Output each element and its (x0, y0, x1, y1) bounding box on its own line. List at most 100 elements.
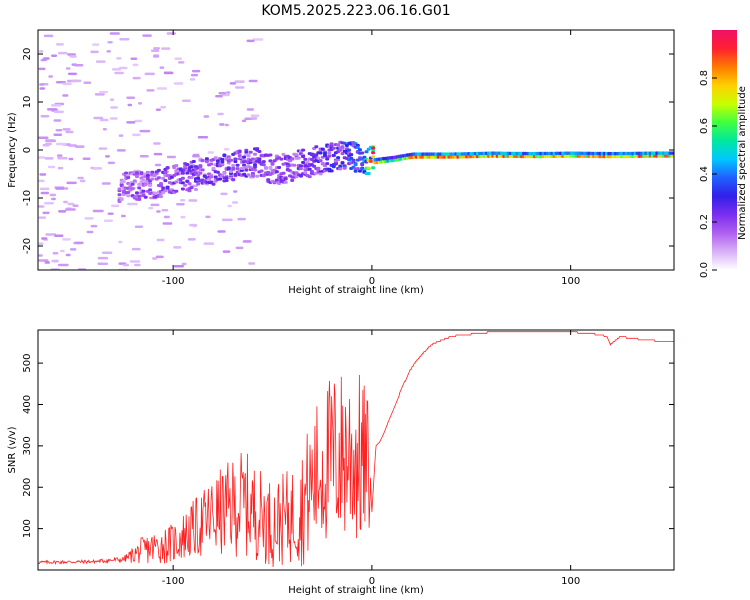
spectrogram-noise-cell (109, 32, 120, 35)
spectrogram-noise-cell (131, 247, 141, 251)
spectrogram-y-tick-label: -20 (22, 238, 33, 254)
spectrogram-ridge-cell (143, 183, 148, 187)
spectrogram-noise-cell (92, 43, 100, 46)
spectrogram-ridge-cell (253, 152, 257, 156)
spectrogram-noise-cell (51, 54, 58, 57)
spectrogram-noise-cell (51, 197, 56, 201)
snr-series-line (38, 331, 674, 568)
spectrogram-ridge-cell (257, 160, 262, 163)
spectrogram-noise-cell (101, 182, 111, 185)
spectrogram-noise-cell (93, 167, 98, 170)
spectrogram-ridge-cell (165, 185, 170, 189)
spectrogram-ridge-cell (279, 157, 284, 161)
spectrogram-noise-cell (219, 123, 225, 126)
spectrogram-noise-cell (192, 224, 197, 228)
spectrogram-ridge-cell (174, 189, 179, 193)
spectrogram-ridge-cell (139, 171, 144, 175)
spectrogram-ridge-cell (329, 169, 334, 173)
spectrogram-noise-cell (242, 240, 252, 243)
spectrogram-ridge-cell (301, 155, 306, 159)
spectrogram-ridge-cell (318, 172, 323, 176)
spectrogram-noise-cell (92, 209, 104, 213)
spectrogram-noise-cell (40, 115, 50, 118)
spectrogram-ridge-cell (301, 161, 306, 164)
spectrogram-noise-cell (56, 142, 67, 146)
spectrogram-ridge-cell (213, 175, 218, 179)
spectrogram-noise-cell (142, 34, 152, 37)
spectrogram-noise-cell (105, 155, 110, 158)
spectrogram-ridge-cell (229, 158, 233, 162)
spectrogram-ridge-cell (371, 155, 376, 159)
spectrogram-noise-cell (139, 129, 151, 133)
spectrogram-noise-cell (63, 200, 68, 204)
spectrogram-noise-cell (215, 95, 223, 98)
spectrogram-noise-cell (122, 263, 129, 267)
spectrogram-noise-cell (217, 230, 226, 233)
spectrogram-ridge-cell (220, 158, 225, 161)
spectrogram-noise-cell (45, 142, 52, 146)
spectrogram-noise-cell (173, 246, 182, 249)
spectrogram-ridge-cell (204, 157, 209, 161)
spectrogram-ridge-cell (320, 161, 325, 165)
spectrogram-ridge-cell (163, 179, 168, 183)
spectrogram-noise-cell (38, 242, 44, 245)
spectrogram-ridge-cell (342, 166, 347, 170)
spectrogram-noise-cell (252, 38, 264, 41)
spectrogram-ridge-cell (292, 163, 297, 167)
spectrogram-noise-cell (67, 202, 75, 206)
spectrogram-noise-cell (118, 66, 128, 70)
snr-plot-area (38, 331, 674, 568)
spectrogram-noise-cell (121, 214, 126, 218)
spectrogram-noise-cell (42, 211, 50, 215)
spectrogram-noise-cell (134, 225, 144, 228)
spectrogram-noise-cell (66, 181, 77, 185)
spectrogram-noise-cell (53, 133, 63, 136)
spectrogram-noise-cell (222, 218, 233, 222)
spectrogram-noise-cell (159, 66, 165, 69)
spectrogram-x-tick-label: -100 (162, 276, 185, 287)
spectrogram-noise-cell (234, 80, 245, 83)
spectrogram-x-tick-label: 0 (369, 276, 375, 287)
spectrogram-ridge-cell (189, 165, 194, 169)
spectrogram-ridge-cell (143, 195, 148, 199)
spectrogram-ridge-cell (235, 163, 240, 167)
spectrogram-ridge-cell (347, 148, 352, 152)
spectrogram-noise-cell (107, 161, 115, 165)
spectrogram-x-axis: -100 0 100 (162, 30, 580, 287)
spectrogram-ridge-cell (364, 150, 369, 154)
colorbar-ticks: 0.0 0.2 0.4 0.6 0.8 (699, 70, 717, 278)
spectrogram-noise-cell (138, 102, 143, 105)
spectrogram-noise-cell (166, 32, 177, 35)
spectrogram-noise-cell (181, 99, 191, 102)
spectrogram-noise-cell (205, 215, 211, 219)
spectrogram-noise-cell (47, 108, 58, 111)
spectrogram-ridge-cell (145, 174, 150, 177)
spectrogram-ridge-cell (318, 159, 323, 163)
spectrogram-ridge-cell (180, 176, 185, 180)
spectrogram-ridge-cell (299, 174, 303, 178)
spectrogram-noise-cell (58, 210, 67, 213)
spectrogram-noise-cell (39, 187, 50, 191)
spectrogram-noise-cell (44, 139, 56, 142)
spectrogram-ridge-cell (246, 154, 251, 158)
spectrogram-noise-cell (72, 204, 79, 207)
spectrogram-noise-cell (79, 179, 86, 183)
spectrogram-ridge-cell (180, 181, 185, 185)
spectrogram-ridge-cell (222, 153, 227, 157)
spectrogram-ridge-cell (150, 177, 155, 181)
spectrogram-ridge-cell (290, 178, 295, 182)
spectrogram-noise-cell (38, 156, 46, 159)
spectrogram-noise-cell (67, 144, 77, 147)
spectrogram-y-tick-label: -10 (22, 190, 33, 206)
spectrogram-noise-cell (227, 204, 232, 208)
spectrogram-ridge-cell (198, 171, 203, 175)
spectrogram-noise-cell (233, 190, 238, 193)
spectrogram-noise-cell (73, 64, 84, 67)
colorbar-label: Normalized spectral amplitude (737, 86, 748, 240)
spectrogram-noise-cell (38, 254, 43, 257)
spectrogram-ridge-cell (222, 171, 227, 175)
spectrogram-ridge-cell (135, 191, 139, 195)
spectrogram-noise-cell (90, 224, 98, 228)
spectrogram-noise-cell (111, 204, 120, 208)
spectrogram-ridge-cell (340, 152, 345, 156)
